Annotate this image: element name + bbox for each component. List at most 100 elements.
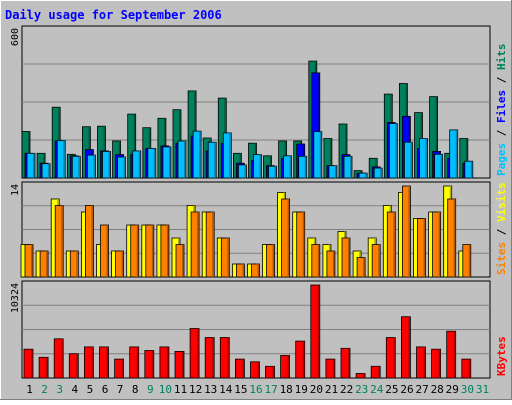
bar-shade (136, 346, 139, 378)
bar-shade (470, 161, 473, 178)
bar-kbytes (340, 347, 351, 379)
x-tick-label: 2 (41, 383, 48, 396)
bar-shade (257, 264, 259, 277)
bar-shade (31, 244, 33, 277)
panel-visits-sites: 14 Sites / Visits (10, 181, 508, 278)
bar-shade (227, 238, 229, 277)
bar-shade (76, 251, 78, 277)
bar-shade (121, 359, 124, 378)
bar-kbytes (219, 337, 230, 379)
bar-pages (358, 172, 368, 179)
bar-pages (403, 141, 413, 179)
bar-shade (166, 346, 169, 378)
bar-shade (425, 138, 427, 178)
series-pages (26, 123, 474, 179)
y-max-label: 10324 (10, 283, 21, 313)
bar-pages (343, 155, 353, 179)
bar-pages (434, 153, 444, 179)
bar-kbytes (114, 358, 124, 379)
bar-shade (93, 155, 95, 178)
bar-shade (182, 351, 184, 378)
bar-kbytes (355, 373, 366, 379)
bar-shade (455, 129, 458, 178)
bar-shade (317, 72, 320, 178)
bar-pages (373, 167, 383, 179)
bar-shade (393, 212, 395, 277)
panel-label-part: KBytes (495, 336, 508, 376)
x-tick-label: 18 (280, 383, 293, 396)
bar-shade (212, 337, 214, 378)
bar-shade (348, 238, 350, 277)
bar-shade (106, 346, 108, 378)
bar-pages (313, 131, 323, 179)
bar-shade (393, 337, 395, 378)
bar-shade (91, 205, 93, 277)
bar-shade (46, 357, 48, 378)
x-tick-label: 10 (159, 383, 172, 396)
x-tick-label: 1 (26, 383, 33, 396)
bar-shade (76, 353, 78, 378)
bar-shade (453, 199, 456, 277)
bar-pages (102, 150, 111, 179)
bar-pages (207, 141, 217, 179)
bar-sites (130, 224, 140, 278)
bar-kbytes (250, 361, 260, 379)
bar-shade (168, 146, 171, 178)
bar-shade (317, 244, 320, 277)
bar-shade (468, 244, 471, 277)
bar-shade (184, 141, 186, 178)
bar-kbytes (325, 358, 336, 379)
bar-shade (289, 155, 292, 178)
bar-shade (229, 132, 231, 178)
bar-sites (356, 257, 366, 278)
bar-shade (317, 285, 320, 378)
panel-label: KBytes (495, 336, 508, 376)
bar-kbytes (265, 365, 275, 379)
bar-kbytes (400, 316, 411, 379)
bar-kbytes (461, 358, 472, 379)
bar-sites (311, 244, 321, 278)
panel-label-sep: / (495, 222, 508, 242)
bar-shade (287, 199, 290, 277)
bar-shade (31, 349, 33, 378)
bar-shade (244, 164, 246, 178)
bar-shade (166, 225, 169, 277)
y-max-label: 14 (10, 184, 21, 196)
bar-shade (151, 225, 154, 277)
bar-pages (283, 155, 293, 179)
bar-shade (408, 186, 410, 277)
panel-label-part: Hits (495, 44, 508, 71)
x-tick-label: 29 (446, 383, 459, 396)
bar-shade (319, 131, 322, 178)
panel-label-sep: / (495, 123, 508, 143)
bar-pages (237, 164, 247, 179)
x-tick-label: 28 (431, 383, 444, 396)
bar-kbytes (204, 337, 215, 379)
bar-kbytes (23, 348, 34, 379)
bar-shade (182, 244, 184, 277)
panel-label-part: Sites (495, 242, 508, 275)
bar-shade (440, 154, 443, 178)
bar-shade (329, 138, 332, 178)
bar-kbytes (129, 346, 140, 379)
bar-sites (281, 198, 291, 278)
panel-label-part: Files (495, 90, 508, 123)
bar-kbytes (84, 346, 94, 379)
panel-hits-files-pages: 600 Pages / Files / Hits (10, 25, 508, 179)
bar-shade (133, 114, 136, 178)
x-tick-label: 7 (117, 383, 124, 396)
bar-shade (334, 165, 337, 178)
bar-sites (266, 244, 275, 278)
bar-sites (175, 244, 185, 278)
panel-label-part: Pages (495, 143, 508, 176)
bar-shade (214, 142, 216, 178)
panel-label-sep: / (495, 70, 508, 90)
bar-shade (242, 359, 244, 378)
bar-sites (447, 198, 457, 278)
bar-shade (257, 361, 259, 378)
bar-sites (326, 250, 336, 278)
x-tick-label: 16 (249, 383, 262, 396)
bar-shade (197, 212, 199, 277)
bar-shade (91, 346, 93, 378)
